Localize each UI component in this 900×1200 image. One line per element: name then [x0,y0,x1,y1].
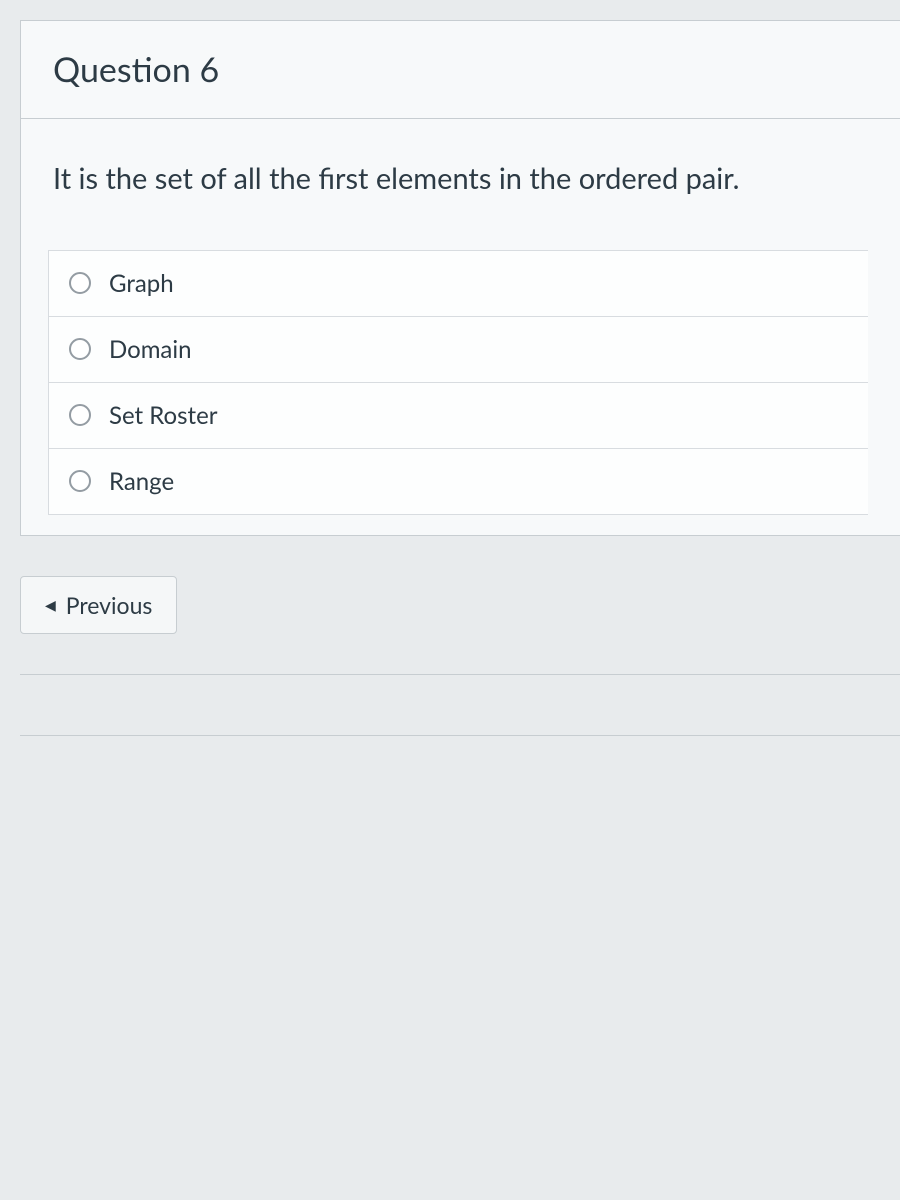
question-title: Question 6 [53,49,868,90]
nav-row: ◀ Previous [20,576,900,634]
question-header: Question 6 [21,21,900,119]
option-graph[interactable]: Graph [49,251,868,317]
option-label: Set Roster [109,401,218,430]
radio-icon[interactable] [69,272,91,294]
question-body: It is the set of all the first elements … [21,119,900,535]
option-label: Domain [109,335,192,364]
option-label: Graph [109,269,174,298]
question-prompt: It is the set of all the first elements … [53,159,868,200]
radio-icon[interactable] [69,404,91,426]
spacer [20,675,900,735]
radio-icon[interactable] [69,338,91,360]
chevron-left-icon: ◀ [45,596,56,614]
option-domain[interactable]: Domain [49,317,868,383]
options-container: Graph Domain Set Roster Range [48,250,868,515]
radio-icon[interactable] [69,470,91,492]
previous-button-label: Previous [66,591,153,619]
previous-button[interactable]: ◀ Previous [20,576,177,634]
option-label: Range [109,467,174,496]
option-set-roster[interactable]: Set Roster [49,383,868,449]
separator-line [20,735,900,736]
option-range[interactable]: Range [49,449,868,514]
question-card: Question 6 It is the set of all the firs… [20,20,900,536]
